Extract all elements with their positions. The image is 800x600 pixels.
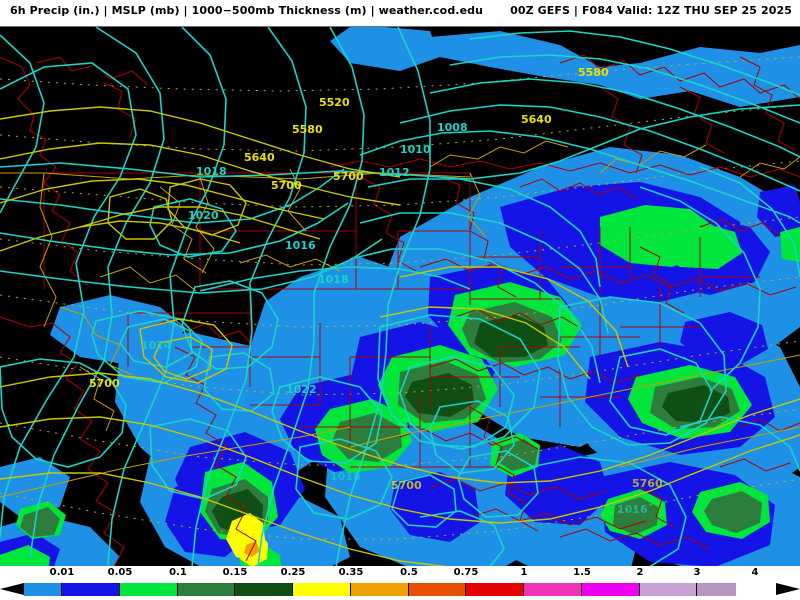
colorbar-tick: 3 [693, 567, 701, 578]
colorbar-swatch [24, 583, 62, 596]
colorbar-swatch [409, 583, 466, 596]
thickness-contours [0, 106, 800, 566]
colorbar-swatch [697, 583, 736, 596]
colorbar-swatch [466, 583, 524, 596]
colorbar-swatch [351, 583, 409, 596]
colorbar-tick: 2 [636, 567, 644, 578]
colorbar-swatch [293, 583, 351, 596]
colorbar-swatch [235, 583, 293, 596]
colorbar-right-cap [776, 583, 800, 595]
precip-colorbar: 0.01 0.05 0.1 0.15 0.25 0.35 0.5 0.75 1 … [0, 566, 800, 600]
header-product-title: 6h Precip (in.) | MSLP (mb) | 1000−500mb… [10, 4, 484, 17]
header-model-validtime: 00Z GEFS | F084 Valid: 12Z THU SEP 25 20… [510, 4, 792, 17]
colorbar-tick: 0.35 [338, 567, 364, 578]
coastline-layer [0, 54, 800, 566]
map-header: 6h Precip (in.) | MSLP (mb) | 1000−500mb… [0, 0, 800, 26]
colorbar-swatch [62, 583, 120, 596]
colorbar-tick: 0.25 [280, 567, 306, 578]
map-graphics [0, 27, 800, 566]
colorbar-tick: 0.01 [49, 567, 75, 578]
colorbar-left-cap [0, 583, 24, 595]
colorbar-tick: 0.75 [453, 567, 479, 578]
weather-map-canvas[interactable]: 1018 1020 1016 1018 1012 1010 1008 1014 … [0, 26, 800, 566]
colorbar-tick-labels: 0.01 0.05 0.1 0.15 0.25 0.35 0.5 0.75 1 … [0, 566, 800, 581]
colorbar-swatch [524, 583, 582, 596]
mslp-contours [0, 27, 800, 566]
colorbar-swatch [120, 583, 178, 596]
colorbar-swatch [640, 583, 697, 596]
colorbar-tick: 1.5 [573, 567, 591, 578]
colorbar-tick: 1 [520, 567, 528, 578]
colorbar-tick: 4 [751, 567, 759, 578]
colorbar-tick: 0.5 [400, 567, 418, 578]
colorbar-swatches [24, 583, 776, 596]
colorbar-swatch [582, 583, 640, 596]
colorbar-tick: 0.15 [222, 567, 248, 578]
colorbar-swatch [178, 583, 235, 596]
colorbar-tick: 0.1 [169, 567, 187, 578]
colorbar-tick: 0.05 [107, 567, 133, 578]
